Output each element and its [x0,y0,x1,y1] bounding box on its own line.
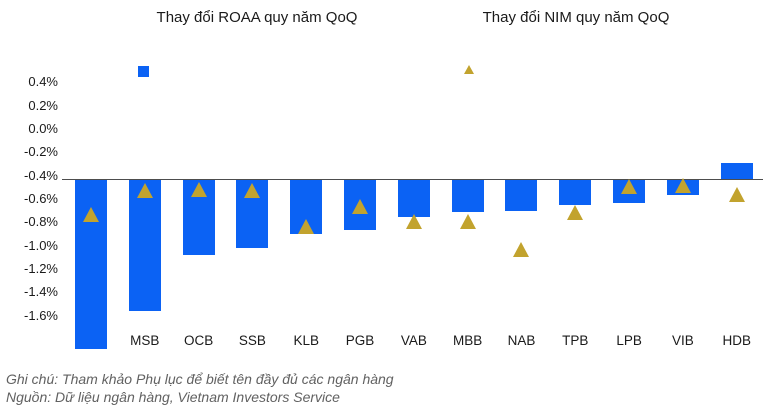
y-axis-tick-label: -0.2% [24,144,58,160]
nim-marker-OCB [190,181,207,197]
x-label-PGB: PGB [345,333,375,348]
footnote-ghi-chu: Ghi chú: Tham khảo Phụ lục để biết tên đ… [6,371,394,387]
x-label-HDB: HDB [722,333,751,348]
y-axis-tick-label: 0.4% [28,74,58,90]
y-axis-tick-label: -1.6% [24,307,58,323]
y-axis-tick-label: -0.4% [24,167,58,183]
x-label-OCB: OCB [183,333,214,348]
roaa-bar-MSB [128,179,161,312]
y-axis-tick-label: 0.2% [28,97,58,113]
x-label-TPB: TPB [562,333,589,348]
nim-marker-MSB [136,182,153,198]
roaa-bar-MBB [451,179,484,213]
chart-title-nim: Thay đổi NIM quy năm QoQ [482,9,670,26]
nim-marker-VIB [674,178,691,194]
x-axis-line [62,178,763,181]
roaa-bar-HDB [720,163,753,180]
y-axis-tick-label: -0.8% [24,214,58,230]
x-label-LPB: LPB [616,333,642,348]
nim-marker-MBB [459,214,476,230]
nim-marker-VAB [405,214,422,230]
x-label-MSB: MSB [130,333,160,348]
x-label-KLB: KLB [293,333,319,348]
roaa-bar-NAB [505,179,538,212]
roaa-bar-bank1 [75,179,107,349]
roaa-bar-VAB [397,179,430,217]
y-axis-tick-label: 0.0% [28,120,58,136]
nim-marker-NAB [513,242,530,258]
y-axis-tick-label: -1.0% [24,237,58,253]
nim-marker-HDB [728,187,745,203]
roaa-legend-square-icon [138,66,149,77]
y-axis-tick-label: -0.6% [24,190,58,206]
x-label-VIB: VIB [672,333,694,348]
x-label-MBB: MBB [453,333,483,348]
y-axis-tick-label: -1.2% [24,260,58,276]
nim-marker-TPB [567,204,584,220]
footnotes: Ghi chú: Tham khảo Phụ lục để biết tên đ… [6,371,394,406]
nim-marker-bank1 [83,207,99,223]
nim-marker-KLB [298,218,315,234]
roaa-bar-TPB [559,179,592,206]
x-label-VAB: VAB [400,333,427,348]
y-axis-tick-label: -1.4% [24,284,58,300]
x-label-NAB: NAB [507,333,536,348]
chart-title-roaa: Thay đổi ROAA quy năm QoQ [156,9,358,26]
nim-marker-SSB [244,182,261,198]
nim-marker-PGB [352,199,369,214]
nim-marker-LPB [621,179,638,195]
footnote-nguon: Nguồn: Dữ liệu ngân hàng, Vietnam Invest… [6,388,340,405]
x-label-SSB: SSB [238,333,266,348]
nim-legend-triangle-icon [464,65,474,74]
